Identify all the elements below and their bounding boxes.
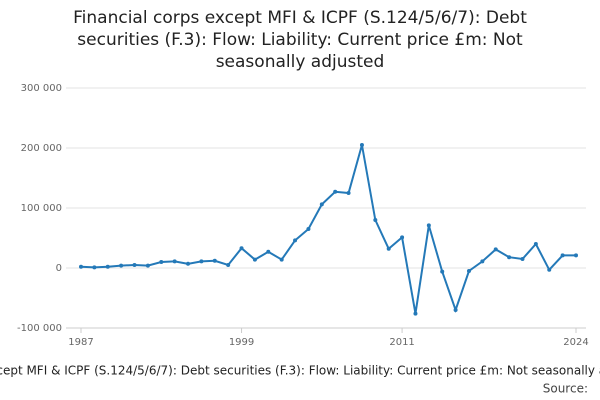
x-tick-label: 2024	[563, 337, 588, 348]
point	[92, 265, 97, 270]
point	[252, 257, 257, 262]
chart-title: seasonally adjusted	[216, 52, 385, 72]
point	[132, 263, 137, 267]
point	[199, 259, 204, 264]
point	[400, 235, 405, 240]
point	[306, 227, 311, 231]
y-tick-label: 0	[56, 263, 62, 274]
point	[480, 259, 485, 264]
line	[80, 144, 576, 314]
point	[507, 255, 512, 260]
point	[172, 259, 177, 264]
point	[279, 257, 284, 262]
point	[466, 269, 471, 273]
point	[159, 260, 164, 264]
point	[413, 311, 418, 316]
point	[493, 247, 498, 252]
y-tick-label: -100 000	[17, 323, 62, 334]
point	[333, 189, 338, 194]
chart-title: securities (F.3): Flow: Liability: Curre…	[77, 30, 523, 50]
chart-title: Financial corps except MFI & ICPF (S.124…	[73, 8, 527, 28]
point	[440, 269, 445, 274]
source: Source:	[543, 382, 588, 396]
point	[520, 257, 525, 261]
point	[373, 218, 378, 222]
point	[79, 264, 83, 269]
x-axis-label: Financial corps except MFI & ICPF (S.124…	[0, 364, 600, 378]
point	[226, 263, 231, 267]
point	[574, 253, 578, 258]
point	[145, 263, 150, 268]
point	[293, 238, 298, 243]
point	[319, 202, 324, 207]
point	[105, 264, 110, 269]
x-tick-label: 1999	[229, 337, 254, 348]
point	[547, 267, 552, 272]
point	[346, 191, 351, 195]
point	[239, 246, 244, 251]
point	[186, 261, 191, 266]
point	[359, 143, 364, 147]
point	[212, 258, 217, 263]
y-tick-label: 300 000	[21, 83, 62, 94]
y-tick-label: 100 000	[21, 203, 62, 214]
point	[386, 246, 391, 251]
y-tick-label: 200 000	[21, 143, 62, 154]
x-tick-label: 2011	[389, 337, 414, 348]
point	[533, 242, 538, 246]
point	[119, 263, 124, 268]
point	[266, 249, 271, 254]
point	[453, 308, 458, 312]
point	[560, 253, 565, 258]
x-tick-label: 1987	[68, 337, 93, 348]
point	[426, 223, 431, 228]
